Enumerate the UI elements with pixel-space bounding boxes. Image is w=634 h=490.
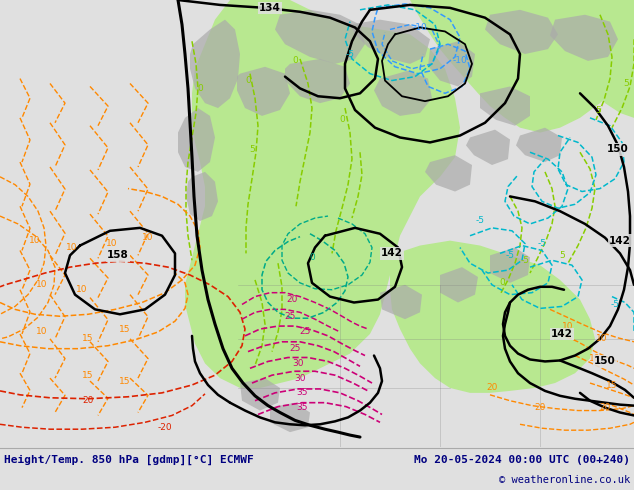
- Text: 15: 15: [119, 377, 131, 386]
- Text: 158: 158: [107, 250, 129, 260]
- Text: -5: -5: [521, 256, 529, 265]
- Polygon shape: [595, 0, 634, 118]
- Text: 20: 20: [599, 403, 611, 412]
- Polygon shape: [190, 20, 240, 108]
- Polygon shape: [466, 130, 510, 165]
- Polygon shape: [550, 15, 618, 61]
- Text: -10: -10: [453, 56, 467, 65]
- Polygon shape: [185, 0, 460, 388]
- Polygon shape: [428, 41, 475, 86]
- Text: 15: 15: [606, 381, 618, 390]
- Text: -5: -5: [505, 251, 515, 260]
- Text: 10: 10: [589, 354, 601, 363]
- Text: 142: 142: [381, 248, 403, 258]
- Text: 20: 20: [534, 403, 546, 412]
- Text: 150: 150: [607, 144, 629, 154]
- Text: -5: -5: [346, 49, 354, 58]
- Text: 20: 20: [287, 295, 298, 304]
- Text: © weatheronline.co.uk: © weatheronline.co.uk: [499, 475, 630, 485]
- Polygon shape: [237, 67, 290, 116]
- Text: -5: -5: [538, 239, 547, 248]
- Text: 142: 142: [551, 329, 573, 339]
- Polygon shape: [380, 285, 422, 319]
- Polygon shape: [240, 378, 280, 411]
- Text: Mo 20-05-2024 00:00 UTC (00+240): Mo 20-05-2024 00:00 UTC (00+240): [414, 455, 630, 465]
- Text: Height/Temp. 850 hPa [gdmp][°C] ECMWF: Height/Temp. 850 hPa [gdmp][°C] ECMWF: [4, 455, 254, 465]
- Text: 5: 5: [623, 79, 629, 88]
- Polygon shape: [485, 10, 558, 54]
- Polygon shape: [285, 59, 350, 103]
- Text: -5: -5: [476, 217, 484, 225]
- Text: 0: 0: [339, 115, 345, 124]
- Text: 0: 0: [292, 56, 298, 65]
- Polygon shape: [270, 403, 310, 432]
- Polygon shape: [186, 172, 218, 221]
- Text: 10: 10: [36, 280, 48, 289]
- Polygon shape: [410, 0, 634, 133]
- Polygon shape: [425, 155, 472, 192]
- Text: 10: 10: [66, 243, 78, 252]
- Text: 0: 0: [499, 278, 505, 287]
- Text: 15: 15: [82, 370, 94, 380]
- Text: 25: 25: [299, 327, 311, 337]
- Polygon shape: [374, 71, 432, 116]
- Text: 0: 0: [309, 253, 315, 262]
- Text: 134: 134: [259, 3, 281, 13]
- Text: 10: 10: [29, 236, 41, 245]
- Text: 10: 10: [562, 321, 574, 331]
- Text: 35: 35: [296, 403, 307, 412]
- Text: 15: 15: [119, 324, 131, 334]
- Text: 0: 0: [197, 84, 203, 93]
- Text: -5: -5: [611, 300, 619, 309]
- Text: 30: 30: [292, 359, 304, 368]
- Text: 10: 10: [107, 239, 118, 248]
- Text: 30: 30: [294, 374, 306, 383]
- Text: -20: -20: [158, 423, 172, 432]
- Text: 20: 20: [486, 384, 498, 392]
- Text: 10: 10: [596, 334, 608, 343]
- Polygon shape: [490, 247, 530, 283]
- Polygon shape: [480, 86, 530, 126]
- Text: 25: 25: [289, 344, 301, 353]
- Text: 0: 0: [245, 76, 251, 85]
- Text: 5: 5: [249, 145, 255, 154]
- Text: 25: 25: [284, 312, 295, 321]
- Text: -10: -10: [413, 23, 427, 32]
- Text: 20: 20: [82, 396, 94, 405]
- Polygon shape: [350, 20, 430, 64]
- Text: 35: 35: [296, 389, 307, 397]
- Text: 15: 15: [82, 334, 94, 343]
- Polygon shape: [516, 128, 562, 162]
- Text: 142: 142: [609, 236, 631, 245]
- Polygon shape: [275, 10, 365, 64]
- Text: 10: 10: [142, 233, 154, 242]
- Polygon shape: [390, 241, 595, 393]
- Text: 10: 10: [36, 327, 48, 337]
- Text: 5: 5: [595, 105, 601, 115]
- Polygon shape: [178, 108, 215, 172]
- Text: 150: 150: [594, 356, 616, 367]
- Text: 5: 5: [559, 251, 565, 260]
- Polygon shape: [440, 267, 478, 302]
- Text: 10: 10: [76, 285, 87, 294]
